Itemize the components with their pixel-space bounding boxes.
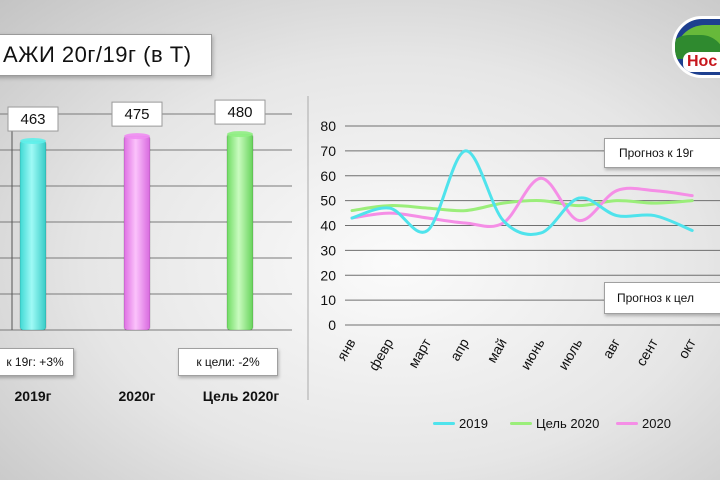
x-tick-label: апр xyxy=(447,335,473,363)
legend-item-2020: 2020 xyxy=(616,416,671,431)
x-tick-label: март xyxy=(405,335,435,371)
legend-swatch xyxy=(433,422,455,425)
legend-label: Цель 2020 xyxy=(536,416,599,431)
legend-label: 2020 xyxy=(642,416,671,431)
x-tick-label: янв xyxy=(333,336,358,364)
y-tick-label: 70 xyxy=(320,143,336,159)
x-tick-label: май xyxy=(483,336,509,366)
legend-item-2019: 2019 xyxy=(433,416,488,431)
legend-swatch xyxy=(510,422,532,425)
x-tick-label: сент xyxy=(633,335,662,369)
y-tick-label: 30 xyxy=(320,242,336,258)
legend-label: 2019 xyxy=(459,416,488,431)
y-tick-label: 20 xyxy=(320,267,336,283)
y-tick-label: 80 xyxy=(320,118,336,134)
x-tick-label: июнь xyxy=(517,336,548,373)
x-tick-label: авг xyxy=(599,336,623,362)
y-tick-label: 0 xyxy=(328,317,336,333)
series-line-цель-2020 xyxy=(352,201,692,211)
legend-swatch xyxy=(616,422,638,425)
x-tick-label: окт xyxy=(675,335,699,361)
x-tick-label: февр xyxy=(365,335,396,373)
legend-item-target-2020: Цель 2020 xyxy=(510,416,599,431)
forecast-vs-2019-note: Прогноз к 19г xyxy=(604,138,720,168)
y-tick-label: 10 xyxy=(320,292,336,308)
y-tick-label: 60 xyxy=(320,168,336,184)
x-tick-label: июль xyxy=(555,336,586,373)
forecast-vs-target-note: Прогноз к цел xyxy=(604,282,720,314)
y-tick-label: 50 xyxy=(320,193,336,209)
y-tick-label: 40 xyxy=(320,218,336,234)
